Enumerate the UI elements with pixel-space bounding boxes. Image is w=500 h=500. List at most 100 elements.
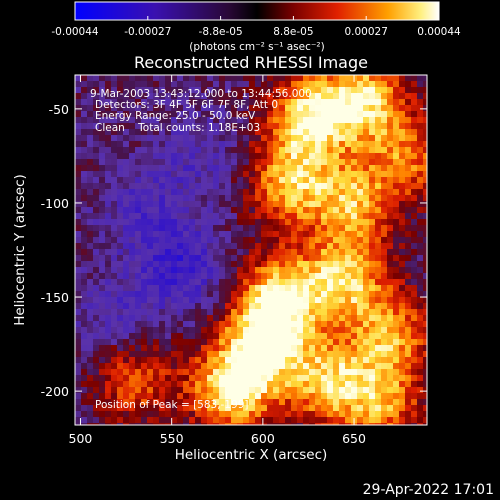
heatmap-pixel	[363, 411, 370, 418]
heatmap-pixel	[105, 165, 112, 172]
heatmap-pixel	[327, 189, 334, 196]
heatmap-pixel	[261, 255, 268, 262]
heatmap-pixel	[105, 243, 112, 250]
heatmap-pixel	[375, 417, 382, 424]
heatmap-pixel	[357, 339, 364, 346]
heatmap-pixel	[111, 75, 118, 82]
heatmap-pixel	[165, 177, 172, 184]
heatmap-pixel	[105, 219, 112, 226]
heatmap-pixel	[225, 309, 232, 316]
heatmap-pixel	[273, 357, 280, 364]
heatmap-pixel	[159, 165, 166, 172]
heatmap-pixel	[213, 213, 220, 220]
heatmap-pixel	[291, 219, 298, 226]
heatmap-pixel	[201, 177, 208, 184]
heatmap-pixel	[261, 183, 268, 190]
heatmap-pixel	[423, 177, 427, 184]
heatmap-pixel	[153, 159, 160, 166]
heatmap-pixel	[99, 321, 106, 328]
heatmap-pixel	[333, 231, 340, 238]
heatmap-pixel	[219, 99, 226, 106]
heatmap-pixel	[327, 375, 334, 382]
heatmap-pixel	[315, 249, 322, 256]
heatmap-pixel	[381, 105, 388, 112]
heatmap-pixel	[351, 369, 358, 376]
heatmap-pixel	[387, 123, 394, 130]
heatmap-pixel	[201, 411, 208, 418]
heatmap-pixel	[381, 351, 388, 358]
heatmap-pixel	[369, 393, 376, 400]
heatmap-pixel	[177, 423, 184, 425]
heatmap-pixel	[231, 261, 238, 268]
heatmap-pixel	[135, 189, 142, 196]
heatmap-pixel	[135, 141, 142, 148]
heatmap-pixel	[381, 405, 388, 412]
heatmap-pixel	[225, 147, 232, 154]
heatmap-pixel	[369, 321, 376, 328]
heatmap-pixel	[165, 387, 172, 394]
heatmap-pixel	[75, 273, 82, 280]
heatmap-pixel	[417, 279, 424, 286]
heatmap-pixel	[285, 291, 292, 298]
heatmap-pixel	[285, 411, 292, 418]
heatmap-pixel	[165, 315, 172, 322]
heatmap-pixel	[387, 345, 394, 352]
heatmap-pixel	[411, 387, 418, 394]
heatmap-pixel	[147, 141, 154, 148]
heatmap-pixel	[363, 327, 370, 334]
heatmap-pixel	[381, 393, 388, 400]
heatmap-pixel	[357, 87, 364, 94]
heatmap-pixel	[75, 393, 82, 400]
heatmap-pixel	[273, 171, 280, 178]
heatmap-pixel	[309, 159, 316, 166]
heatmap-pixel	[249, 357, 256, 364]
heatmap-pixel	[213, 297, 220, 304]
heatmap-pixel	[309, 249, 316, 256]
heatmap-pixel	[213, 231, 220, 238]
heatmap-pixel	[351, 231, 358, 238]
heatmap-pixel	[123, 417, 130, 424]
heatmap-pixel	[309, 75, 316, 82]
heatmap-pixel	[315, 351, 322, 358]
heatmap-pixel	[369, 375, 376, 382]
heatmap-pixel	[153, 111, 160, 118]
heatmap-pixel	[345, 339, 352, 346]
heatmap-pixel	[393, 375, 400, 382]
heatmap-pixel	[405, 405, 412, 412]
heatmap-pixel	[387, 333, 394, 340]
heatmap-pixel	[351, 309, 358, 316]
heatmap-pixel	[171, 177, 178, 184]
heatmap-pixel	[99, 351, 106, 358]
heatmap-pixel	[303, 267, 310, 274]
heatmap-pixel	[207, 177, 214, 184]
heatmap-pixel	[315, 279, 322, 286]
heatmap-pixel	[123, 81, 130, 88]
heatmap-pixel	[423, 321, 427, 328]
render-date: 29-Apr-2022 17:01	[362, 482, 494, 498]
heatmap-pixel	[285, 195, 292, 202]
heatmap-pixel	[345, 159, 352, 166]
heatmap-pixel	[285, 303, 292, 310]
heatmap-pixel	[237, 411, 244, 418]
heatmap-pixel	[123, 411, 130, 418]
heatmap-pixel	[99, 261, 106, 268]
heatmap-pixel	[177, 279, 184, 286]
heatmap-pixel	[273, 369, 280, 376]
heatmap-pixel	[297, 267, 304, 274]
heatmap-pixel	[411, 303, 418, 310]
heatmap-pixel	[153, 231, 160, 238]
heatmap-pixel	[165, 375, 172, 382]
heatmap-pixel	[213, 93, 220, 100]
heatmap-pixel	[327, 297, 334, 304]
heatmap-pixel	[147, 117, 154, 124]
heatmap-pixel	[207, 201, 214, 208]
heatmap-pixel	[345, 165, 352, 172]
heatmap-pixel	[231, 333, 238, 340]
heatmap-pixel	[243, 75, 250, 82]
heatmap-pixel	[351, 267, 358, 274]
heatmap-pixel	[321, 183, 328, 190]
heatmap-pixel	[243, 369, 250, 376]
heatmap-pixel	[87, 273, 94, 280]
heatmap-pixel	[225, 123, 232, 130]
heatmap-pixel	[93, 375, 100, 382]
